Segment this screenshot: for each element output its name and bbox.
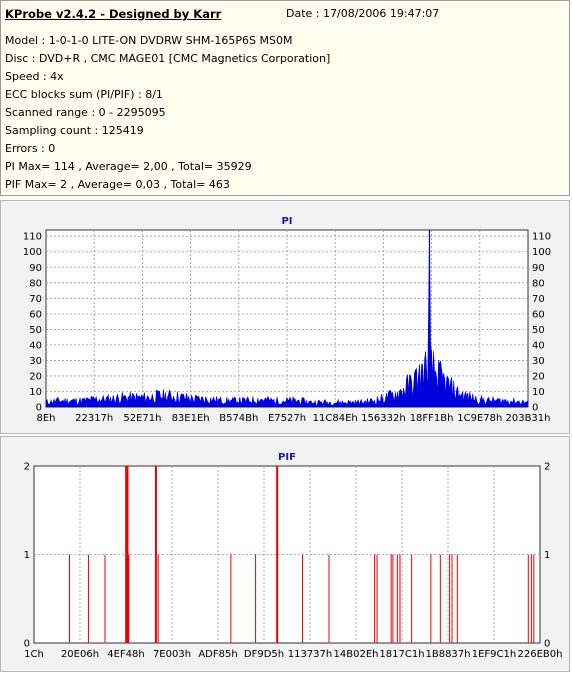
pi-chart: 0 0 10 10 20 20 30 30 40 40 50 50 60 60 70 70 80 80 90 90 10…	[23, 216, 551, 424]
y-tick-label-left: 60	[29, 309, 42, 320]
x-tick-label: 113737h	[288, 649, 333, 660]
y-tick-label-left: 110	[23, 232, 42, 243]
y-tick-label-left: 0	[36, 403, 42, 414]
ecc-line: ECC blocks sum (PI/PIF) : 8/1	[5, 88, 163, 101]
y-tick-label-left: 20	[29, 371, 42, 382]
y-tick-label-right: 2	[544, 462, 550, 473]
x-tick-label: 14B02Eh	[334, 649, 379, 660]
y-tick-label-right: 110	[532, 232, 551, 243]
y-tick-label-left: 40	[29, 340, 42, 351]
y-tick-label-left: 2	[24, 462, 30, 473]
x-tick-label: 1B8837h	[425, 649, 470, 660]
x-tick-label: 156332h	[361, 413, 406, 424]
x-tick-label: 226EB0h	[518, 649, 563, 660]
y-tick-label-right: 20	[532, 371, 545, 382]
y-tick-label-left: 30	[29, 356, 42, 367]
x-tick-label: B574Bh	[219, 413, 258, 424]
y-tick-label-left: 10	[29, 387, 42, 398]
y-tick-label-right: 50	[532, 325, 545, 336]
y-tick-label-right: 1	[544, 550, 550, 561]
report-title: KProbe v2.4.2 - Designed by Karr	[5, 7, 222, 21]
x-tick-label: 83E1Eh	[172, 413, 210, 424]
y-tick-label-right: 100	[532, 247, 551, 258]
x-tick-label: 8Eh	[36, 413, 55, 424]
y-tick-label-left: 0	[24, 639, 30, 650]
x-tick-label: 203B31h	[505, 413, 550, 424]
y-tick-label-right: 80	[532, 278, 545, 289]
chart-title: PIF	[278, 452, 296, 463]
x-tick-label: 1Ch	[24, 649, 44, 660]
x-tick-label: E7527h	[268, 413, 306, 424]
pi-chart-panel: 0 0 10 10 20 20 30 30 40 40 50 50 60 60 70 70 80 80 90 90 10…	[0, 200, 570, 434]
x-tick-label: ADF85h	[198, 649, 237, 660]
report-header: KProbe v2.4.2 - Designed by Karr Date : …	[0, 0, 570, 196]
y-tick-label-left: 50	[29, 325, 42, 336]
y-tick-label-right: 60	[532, 309, 545, 320]
x-tick-label: 11C84Eh	[313, 413, 358, 424]
pif-chart-panel: 0 0 1 1 2 2 1Ch 20E06h 4EF48h 7E003h ADF85h DF9D5h 1…	[0, 436, 570, 672]
x-tick-label: 4EF48h	[107, 649, 145, 660]
scanned-range-line: Scanned range : 0 - 2295095	[5, 106, 166, 119]
y-tick-label-right: 10	[532, 387, 545, 398]
y-tick-label-right: 30	[532, 356, 545, 367]
y-tick-label-left: 80	[29, 278, 42, 289]
report-date: Date : 17/08/2006 19:47:07	[286, 7, 440, 20]
y-tick-label-right: 0	[544, 639, 550, 650]
x-tick-label: 1EF9C1h	[472, 649, 516, 660]
pi-series-area	[45, 229, 529, 408]
pif-chart: 0 0 1 1 2 2 1Ch 20E06h 4EF48h 7E003h ADF85h DF9D5h 1…	[24, 452, 563, 660]
errors-line: Errors : 0	[5, 142, 56, 155]
x-tick-label: 18FF1Bh	[410, 413, 454, 424]
x-tick-label: 1C9E78h	[457, 413, 502, 424]
sampling-count-line: Sampling count : 125419	[5, 124, 144, 137]
speed-line: Speed : 4x	[5, 70, 64, 83]
pif-summary-line: PIF Max= 2 , Average= 0,03 , Total= 463	[5, 178, 230, 191]
x-tick-label: DF9D5h	[244, 649, 284, 660]
y-tick-label-right: 90	[532, 263, 545, 274]
chart-title: PI	[281, 216, 292, 227]
x-tick-label: 1817C1h	[379, 649, 424, 660]
y-tick-label-left: 70	[29, 294, 42, 305]
disc-line: Disc : DVD+R , CMC MAGE01 [CMC Magnetics…	[5, 52, 331, 65]
y-tick-label-left: 1	[24, 550, 30, 561]
x-tick-label: 20E06h	[61, 649, 99, 660]
y-tick-label-right: 40	[532, 340, 545, 351]
y-tick-label-left: 90	[29, 263, 42, 274]
y-tick-label-left: 100	[23, 247, 42, 258]
x-tick-label: 52E71h	[123, 413, 161, 424]
model-line: Model : 1-0-1-0 LITE-ON DVDRW SHM-165P6S…	[5, 34, 293, 47]
y-tick-label-right: 0	[532, 403, 538, 414]
y-tick-label-right: 70	[532, 294, 545, 305]
x-tick-label: 7E003h	[153, 649, 191, 660]
x-tick-label: 22317h	[75, 413, 113, 424]
pi-summary-line: PI Max= 114 , Average= 2,00 , Total= 359…	[5, 160, 252, 173]
